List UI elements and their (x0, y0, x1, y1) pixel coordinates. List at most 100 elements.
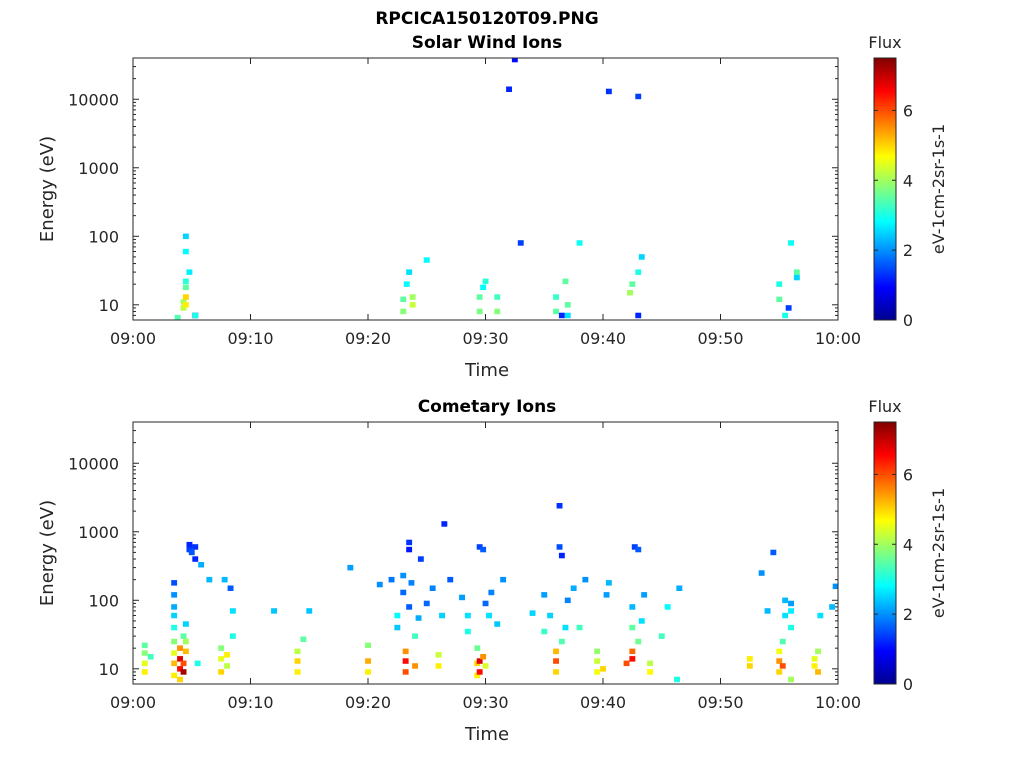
flux-cell (494, 294, 501, 300)
colorbar-tick-label: 0 (903, 675, 913, 694)
flux-cell (418, 363, 424, 369)
flux-cell (406, 326, 412, 332)
flux-cell (506, 86, 512, 92)
heatmap-cells-cometary (141, 503, 838, 683)
flux-cell (629, 624, 636, 631)
flux-cell (476, 669, 483, 675)
flux-cell (647, 669, 653, 675)
flux-cell (406, 546, 413, 553)
flux-cell (180, 305, 187, 311)
flux-cell (815, 669, 821, 675)
flux-cell (817, 612, 824, 619)
flux-cell (365, 642, 371, 649)
flux-cell (400, 308, 407, 315)
flux-cell (171, 638, 178, 645)
flux-cell (682, 374, 688, 380)
flux-cell (177, 340, 183, 346)
flux-cell (294, 658, 301, 664)
flux-cell (776, 338, 782, 344)
flux-cell (347, 564, 354, 571)
flux-cell (406, 361, 412, 367)
flux-cell (171, 580, 178, 586)
flux-cell (394, 612, 401, 619)
flux-cell (582, 576, 589, 583)
flux-cell (776, 658, 783, 664)
y-axis-label-solar-wind: Energy (eV) (37, 136, 58, 242)
flux-cell (189, 391, 195, 397)
flux-cell (412, 377, 418, 383)
flux-cell (571, 329, 577, 335)
flux-cell (517, 240, 524, 246)
x-axis-label-solar-wind: Time (464, 360, 509, 381)
flux-cell (632, 361, 638, 367)
flux-cell (224, 663, 230, 669)
flux-cell (306, 368, 312, 374)
flux-cell (541, 592, 548, 598)
colorbar-tick-label: 2 (903, 605, 913, 624)
colorbar-title-cometary: Flux (868, 397, 901, 416)
x-tick-label: 09:50 (697, 329, 743, 348)
flux-cell (629, 604, 636, 610)
flux-cell (404, 371, 410, 377)
y-axis-label-cometary: Energy (eV) (37, 500, 58, 606)
flux-cell (541, 628, 548, 635)
flux-cell (412, 663, 418, 669)
flux-cell (556, 544, 563, 550)
colorbar-solar-wind (873, 57, 897, 321)
flux-cell (192, 544, 199, 550)
flux-cell (306, 394, 312, 400)
flux-cell (594, 648, 601, 655)
flux-cell (788, 608, 794, 614)
flux-cell (664, 604, 671, 610)
flux-cell (482, 663, 489, 669)
flux-cell (402, 658, 409, 664)
flux-cell (782, 597, 789, 604)
y-tick-label: 10 (99, 660, 119, 679)
flux-cell (402, 648, 409, 655)
flux-cell (294, 648, 301, 655)
flux-cell (770, 386, 776, 392)
x-tick-label: 09:30 (462, 693, 508, 712)
flux-cell (227, 585, 234, 591)
flux-cell (221, 576, 228, 583)
flux-cell (494, 308, 501, 315)
colorbar-tick-label: 6 (903, 465, 913, 484)
flux-cell (400, 296, 407, 303)
flux-cell (369, 381, 375, 387)
flux-cell (412, 333, 418, 339)
flux-cell (183, 343, 189, 349)
flux-cell (674, 676, 680, 683)
flux-cell (189, 329, 195, 335)
flux-cell (182, 302, 189, 308)
flux-cell (408, 580, 415, 586)
figure-title: RPCICA150120T09.PNG (375, 9, 598, 29)
colorbar-tick-label: 0 (903, 311, 913, 330)
flux-cell (605, 88, 612, 95)
flux-cell (474, 672, 481, 679)
flux-cell (171, 650, 178, 656)
flux-cell (594, 669, 601, 675)
flux-cell (182, 638, 189, 645)
flux-cell (511, 58, 518, 63)
flux-cell (336, 359, 342, 365)
colorbar-unit-cometary: eV-1cm-2sr-1s-1 (929, 488, 948, 618)
flux-cell (494, 621, 501, 627)
flux-cell (180, 299, 187, 305)
flux-cell (558, 552, 565, 559)
flux-cell (627, 290, 633, 296)
flux-cell (635, 269, 642, 275)
colorbar-ticks-solar-wind: 0 2 4 6 (874, 101, 913, 330)
flux-cell (409, 302, 416, 308)
flux-cell (441, 521, 448, 527)
flux-cell (829, 604, 836, 610)
flux-cell (306, 608, 313, 614)
flux-cell (406, 386, 412, 392)
flux-cell (406, 604, 413, 610)
flux-cell (635, 338, 641, 344)
flux-cell (182, 621, 189, 627)
flux-cell (553, 658, 559, 664)
flux-cell (294, 669, 301, 675)
flux-cell (365, 669, 371, 675)
flux-cell (195, 350, 201, 356)
flux-cell (406, 539, 413, 546)
